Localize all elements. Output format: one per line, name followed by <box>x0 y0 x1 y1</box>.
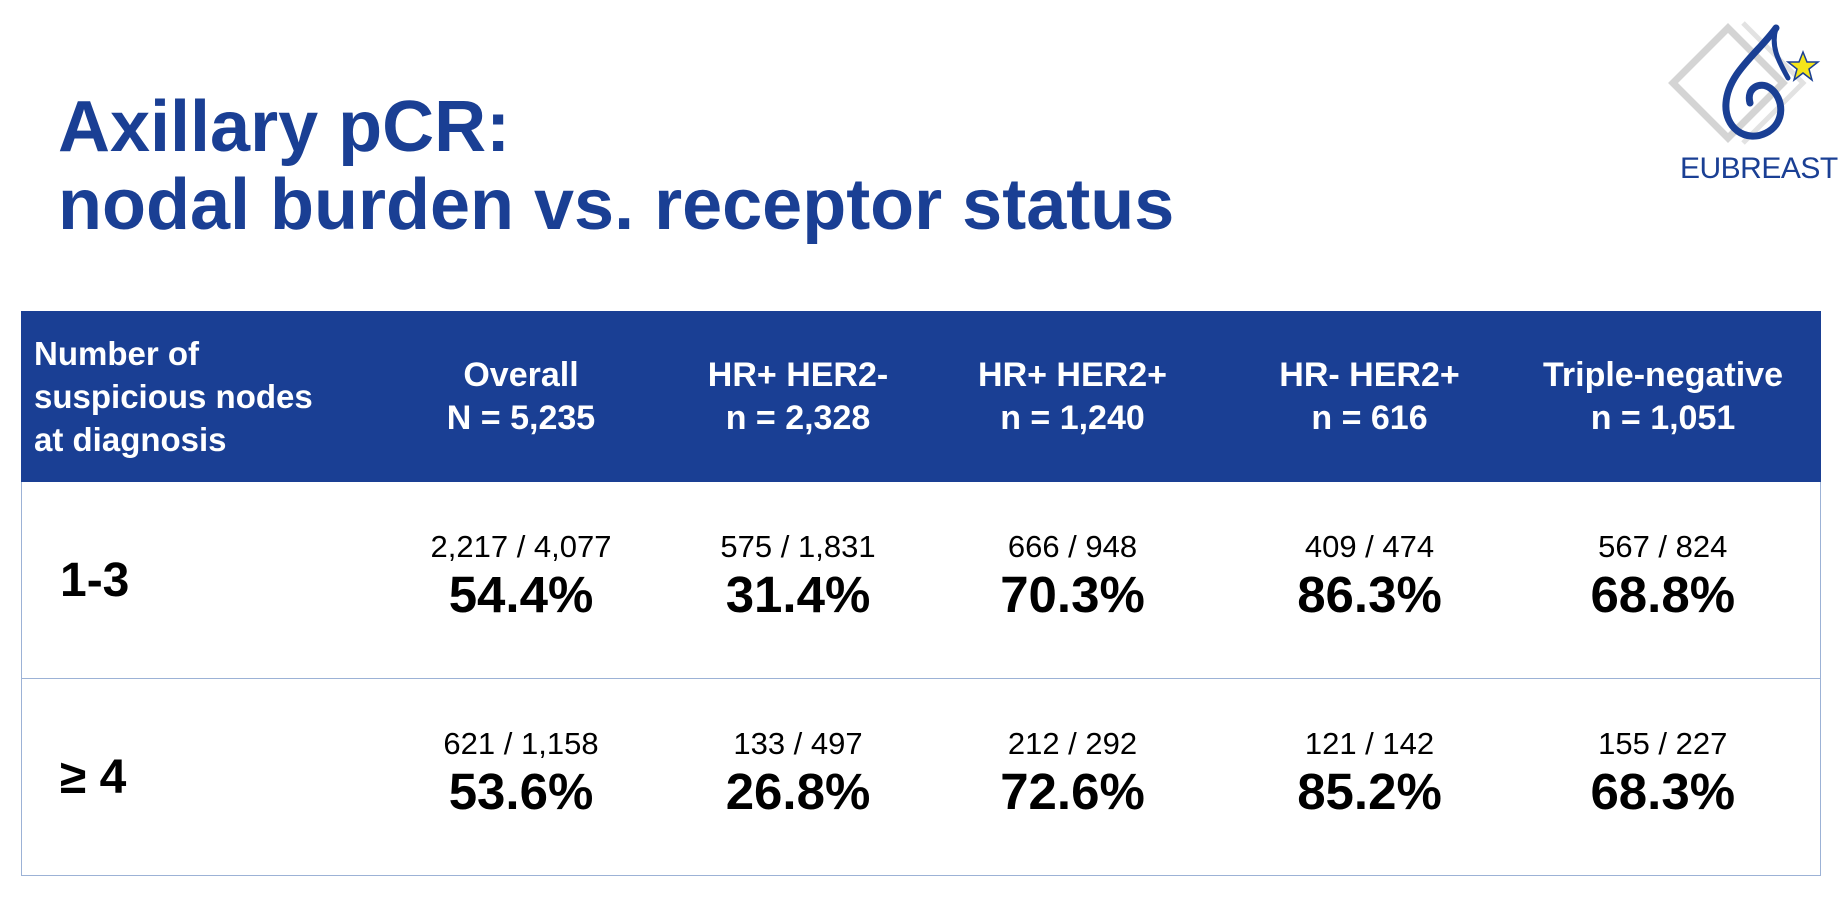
row-header-line: at diagnosis <box>34 421 227 458</box>
cell-percent: 68.8% <box>1590 566 1736 623</box>
column-n: N = 5,235 <box>446 398 596 437</box>
column-label: HR- HER2+ <box>1279 355 1460 394</box>
cell-percent: 53.6% <box>448 763 594 820</box>
eubreast-logo: EUBREAST <box>1668 18 1838 188</box>
column-label: Overall <box>463 355 579 394</box>
table-cell: 567 / 824 68.8% <box>1505 481 1821 679</box>
table-row: 1-3 2,217 / 4,077 54.4% 575 / 1,831 31.4… <box>21 481 1821 679</box>
cell-percent: 86.3% <box>1297 566 1442 623</box>
pcr-results-table: Number of suspicious nodes at diagnosis … <box>21 311 1821 876</box>
table-cell: 666 / 948 70.3% <box>911 481 1234 679</box>
row-header-line: Number of <box>34 335 199 372</box>
table-cell: 575 / 1,831 31.4% <box>684 481 912 679</box>
column-label: HR+ HER2- <box>707 355 889 394</box>
cell-fraction: 575 / 1,831 <box>720 529 876 564</box>
cell-fraction: 155 / 227 <box>1598 726 1728 761</box>
table-cell: 121 / 142 85.2% <box>1233 678 1506 876</box>
table-cell: 133 / 497 26.8% <box>684 678 912 876</box>
row-header-line: suspicious nodes <box>34 378 313 415</box>
row-label: 1-3 <box>21 481 358 679</box>
table-header-row: Number of suspicious nodes at diagnosis … <box>21 311 1821 482</box>
row-label: ≥ 4 <box>21 678 358 876</box>
star-icon <box>1785 49 1821 82</box>
column-header-hrneg-her2pos: HR- HER2+ n = 616 <box>1233 311 1506 482</box>
table-cell: 155 / 227 68.3% <box>1505 678 1821 876</box>
table-row: ≥ 4 621 / 1,158 53.6% 133 / 497 26.8% 21… <box>21 678 1821 876</box>
column-n: n = 616 <box>1311 398 1428 437</box>
slide-title-line-2: nodal burden vs. receptor status <box>58 165 1175 245</box>
cell-fraction: 212 / 292 <box>1007 726 1138 761</box>
cell-fraction: 666 / 948 <box>1007 529 1138 564</box>
row-header-cell: Number of suspicious nodes at diagnosis <box>21 311 358 482</box>
cell-percent: 31.4% <box>725 566 871 623</box>
table-cell: 409 / 474 86.3% <box>1233 481 1506 679</box>
column-n: n = 1,051 <box>1590 398 1736 437</box>
cell-percent: 85.2% <box>1297 763 1442 820</box>
cell-fraction: 567 / 824 <box>1598 529 1728 564</box>
cell-fraction: 2,217 / 4,077 <box>430 529 612 564</box>
cell-percent: 26.8% <box>725 763 871 820</box>
column-label: HR+ HER2+ <box>978 355 1167 394</box>
table-cell: 2,217 / 4,077 54.4% <box>357 481 685 679</box>
eubreast-emblem-icon <box>1668 21 1821 145</box>
cell-fraction: 133 / 497 <box>733 726 863 761</box>
column-header-overall: Overall N = 5,235 <box>357 311 685 482</box>
cell-percent: 54.4% <box>448 566 594 623</box>
column-header-hrpos-her2pos: HR+ HER2+ n = 1,240 <box>911 311 1234 482</box>
column-n: n = 2,328 <box>725 398 871 437</box>
column-header-hrpos-her2neg: HR+ HER2- n = 2,328 <box>684 311 912 482</box>
cell-percent: 70.3% <box>1000 566 1145 623</box>
slide-title: Axillary pCR: nodal burden vs. receptor … <box>58 88 1174 244</box>
column-label: Triple-negative <box>1543 355 1783 394</box>
cell-fraction: 409 / 474 <box>1304 529 1435 564</box>
column-n: n = 1,240 <box>1000 398 1145 437</box>
table-cell: 212 / 292 72.6% <box>911 678 1234 876</box>
logo-text: EUBREAST <box>1680 152 1838 185</box>
cell-fraction: 121 / 142 <box>1304 726 1435 761</box>
table-cell: 621 / 1,158 53.6% <box>357 678 685 876</box>
column-header-triple-negative: Triple-negative n = 1,051 <box>1505 311 1821 482</box>
slide-title-line-1: Axillary pCR: <box>58 87 511 167</box>
cell-fraction: 621 / 1,158 <box>443 726 599 761</box>
cell-percent: 72.6% <box>1000 763 1145 820</box>
cell-percent: 68.3% <box>1590 763 1736 820</box>
